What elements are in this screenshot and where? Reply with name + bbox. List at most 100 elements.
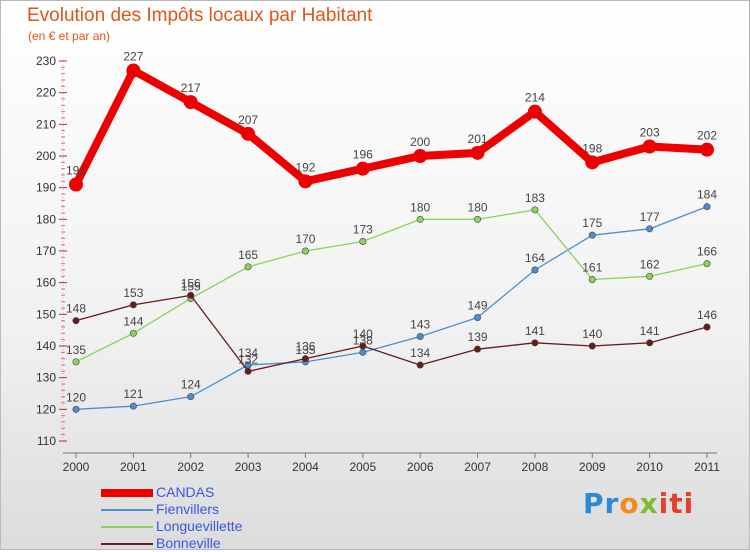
data-label-longuevillette: 144 xyxy=(123,314,143,328)
data-label-longuevillette: 173 xyxy=(353,223,373,237)
logo-part: Pr xyxy=(583,487,620,520)
data-point-longuevillette xyxy=(129,329,137,337)
y-tick-label: 110 xyxy=(37,434,56,448)
data-label-bonneville: 148 xyxy=(66,302,86,316)
data-label-longuevillette: 135 xyxy=(66,343,86,357)
data-label-fienvillers: 164 xyxy=(525,251,545,265)
data-label-bonneville: 132 xyxy=(238,352,258,366)
data-label-candas: 191 xyxy=(66,164,86,178)
data-point-fienvillers xyxy=(646,225,654,233)
legend-label: Longuevillette xyxy=(156,518,243,534)
legend-swatch xyxy=(101,542,153,545)
legend-label: Bonneville xyxy=(156,535,221,551)
data-point-fienvillers xyxy=(359,348,367,356)
logo-part: o xyxy=(619,487,640,520)
data-label-bonneville: 140 xyxy=(582,327,602,341)
data-label-bonneville: 134 xyxy=(410,346,430,360)
data-label-longuevillette: 170 xyxy=(295,232,315,246)
data-point-longuevillette xyxy=(588,275,596,283)
data-label-fienvillers: 143 xyxy=(410,318,430,332)
proxiti-logo: Proxiti xyxy=(583,487,694,520)
data-point-bonneville xyxy=(531,339,539,347)
data-point-candas xyxy=(298,174,313,189)
data-point-candas xyxy=(470,145,485,160)
data-point-candas xyxy=(527,104,542,119)
data-label-fienvillers: 120 xyxy=(66,390,86,404)
data-point-candas xyxy=(355,161,370,176)
y-tick-label: 200 xyxy=(36,149,56,163)
x-tick-label: 2007 xyxy=(464,460,491,474)
data-label-bonneville: 156 xyxy=(181,276,201,290)
data-label-longuevillette: 165 xyxy=(238,248,258,262)
data-point-longuevillette xyxy=(359,238,367,246)
data-point-bonneville xyxy=(72,317,80,325)
data-label-longuevillette: 183 xyxy=(525,191,545,205)
y-tick-label: 210 xyxy=(36,117,56,131)
x-tick-label: 2005 xyxy=(349,460,376,474)
data-point-candas xyxy=(413,149,428,163)
data-label-longuevillette: 155 xyxy=(181,280,201,294)
logo-part: x xyxy=(639,487,659,520)
x-tick-label: 2010 xyxy=(636,460,663,474)
data-label-fienvillers: 135 xyxy=(295,343,315,357)
data-point-candas xyxy=(183,95,198,110)
data-point-longuevillette xyxy=(72,358,80,366)
data-label-fienvillers: 175 xyxy=(582,216,602,230)
data-label-candas: 192 xyxy=(295,160,315,174)
data-point-candas xyxy=(642,139,657,154)
legend-label: CANDAS xyxy=(156,484,215,500)
data-label-bonneville: 136 xyxy=(295,340,315,354)
y-tick-label: 190 xyxy=(36,181,56,195)
data-point-bonneville xyxy=(129,301,137,309)
data-label-fienvillers: 138 xyxy=(353,333,373,347)
y-tick-label: 160 xyxy=(36,276,56,290)
data-label-fienvillers: 121 xyxy=(123,387,143,401)
data-label-fienvillers: 149 xyxy=(468,299,488,313)
data-point-bonneville xyxy=(703,323,711,331)
data-point-longuevillette xyxy=(301,247,309,255)
legend-label: Fienvillers xyxy=(156,501,220,517)
data-point-fienvillers xyxy=(703,203,711,211)
data-point-longuevillette xyxy=(474,215,482,223)
data-point-fienvillers xyxy=(474,313,482,321)
legend-swatch xyxy=(101,488,153,497)
data-label-candas: 203 xyxy=(640,126,660,140)
data-point-longuevillette xyxy=(244,263,252,271)
data-point-longuevillette xyxy=(416,215,424,223)
legend-swatch xyxy=(101,525,153,528)
x-tick-label: 2011 xyxy=(694,460,720,474)
y-tick-label: 120 xyxy=(36,402,56,416)
data-label-candas: 200 xyxy=(410,135,430,149)
data-label-longuevillette: 161 xyxy=(582,261,602,275)
data-point-fienvillers xyxy=(531,266,539,274)
series-line-longuevillette xyxy=(75,209,708,363)
data-point-candas xyxy=(700,142,714,157)
data-point-bonneville xyxy=(416,361,424,369)
y-tick-label: 180 xyxy=(36,212,56,226)
data-label-bonneville: 146 xyxy=(697,308,717,322)
data-label-candas: 201 xyxy=(468,132,488,146)
data-point-bonneville xyxy=(359,342,367,350)
series-line-bonneville xyxy=(75,294,708,372)
data-point-fienvillers xyxy=(187,393,195,401)
data-point-candas xyxy=(126,63,141,78)
y-tick-label: 230 xyxy=(36,54,56,68)
data-label-bonneville: 153 xyxy=(123,286,143,300)
x-tick-label: 2008 xyxy=(522,460,549,474)
data-label-bonneville: 141 xyxy=(640,324,660,338)
data-point-bonneville xyxy=(474,345,482,353)
y-tick-label: 170 xyxy=(36,244,56,258)
y-tick-label: 220 xyxy=(36,86,56,100)
series-line-fienvillers xyxy=(75,206,708,410)
data-point-candas xyxy=(585,155,600,170)
data-point-bonneville xyxy=(646,339,654,347)
axes: 110 120 130 140 150 160 170 180 190 200 210 220 230 2… xyxy=(36,54,720,474)
data-point-longuevillette xyxy=(646,272,654,280)
data-point-fienvillers xyxy=(72,405,80,413)
x-tick-label: 2002 xyxy=(177,460,204,474)
data-label-candas: 196 xyxy=(353,148,373,162)
data-point-bonneville xyxy=(244,367,252,375)
